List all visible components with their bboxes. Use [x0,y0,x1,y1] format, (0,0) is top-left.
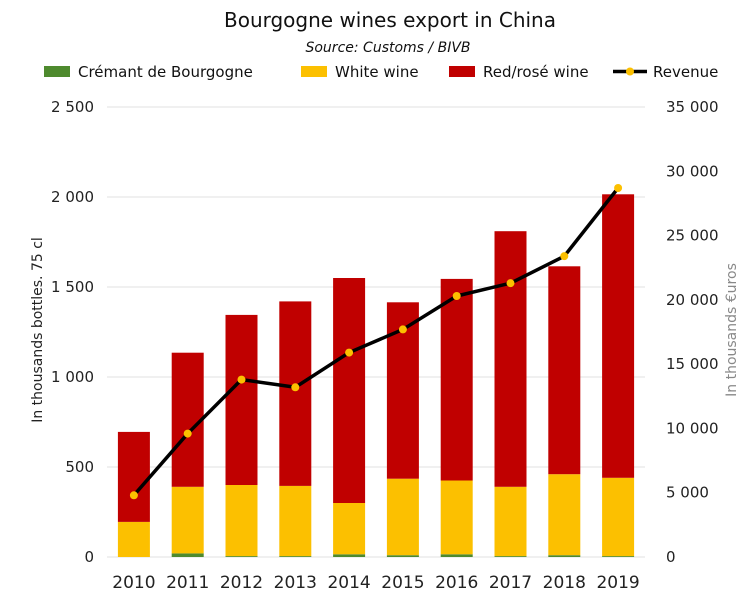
bar-segment [117,431,150,522]
bar-segment [602,194,635,478]
legend-swatch [44,66,70,77]
y-tick-label: 1 500 [51,278,94,296]
bar-segment [225,556,258,557]
bar-segment [117,521,150,557]
revenue-point [183,429,192,438]
bar-segment [386,555,419,557]
bar-segment [440,480,473,555]
legend-swatch [301,66,327,77]
y2-tick-label: 15 000 [666,355,719,373]
x-tick-label: 2015 [381,573,424,593]
revenue-point [398,325,407,334]
bar-segment [171,486,204,554]
legend-item: White wine [301,63,419,81]
revenue-point [237,375,246,384]
bar-segment [386,478,419,556]
x-tick-label: 2018 [543,573,586,593]
y-tick-label: 2 500 [51,98,94,116]
legend-marker [626,67,634,76]
legend-label: White wine [335,63,419,81]
legend-item: Red/rosé wine [449,63,589,81]
bar-segment [333,503,366,555]
x-axis-ticks: 2010 2011 2012 2013 2014 2015 2016 2017 2018 2019 [112,573,639,593]
legend: Crémant de Bourgogne White wine Red/rosé w… [44,63,718,81]
revenue-point [452,292,461,300]
bar-segment [548,474,581,556]
y-tick-label: 2 000 [51,188,94,206]
bars [117,194,635,557]
y2-axis-ticks: 0 5 000 10 000 15 000 20 000 25 000 30 000 35 0… [666,98,719,566]
x-tick-label: 2019 [596,573,639,593]
bar-segment [225,314,258,485]
revenue-point [291,383,300,392]
legend-label: Red/rosé wine [483,63,589,81]
chart-subtitle: Source: Customs / BIVB [305,40,470,56]
y2-tick-label: 35 000 [666,98,719,116]
y2-tick-label: 30 000 [666,162,719,180]
y-tick-label: 1 000 [51,368,94,386]
chart-title: Bourgogne wines export in China [224,8,556,32]
y2-tick-label: 5 000 [666,484,709,502]
y2-tick-label: 0 [666,548,676,566]
y2-tick-label: 25 000 [666,227,719,245]
x-tick-label: 2014 [327,573,370,593]
legend-label: Crémant de Bourgogne [78,63,253,81]
x-tick-label: 2013 [274,573,317,593]
x-tick-label: 2010 [112,573,155,593]
legend-label: Revenue [653,63,718,81]
bar-segment [548,266,581,475]
bar-segment [279,485,312,557]
bar-segment [440,554,473,557]
revenue-point [506,279,515,288]
bar-segment [333,278,366,503]
x-tick-label: 2016 [435,573,478,593]
y-tick-label: 0 [84,548,94,566]
x-tick-label: 2012 [220,573,263,593]
y2-axis-label: In thousands €uros [724,263,740,397]
y-axis-ticks: 0 500 1 000 1 500 2 000 2 500 [51,98,94,566]
bar-segment [279,301,312,486]
bar-segment [602,477,635,557]
legend-item: Crémant de Bourgogne [44,63,253,81]
y-tick-label: 500 [65,458,94,476]
legend-swatch [449,66,475,77]
revenue-line [132,186,620,497]
bar-segment [171,553,204,557]
revenue-point [345,348,354,357]
legend-item: Revenue [613,63,718,81]
bar-segment [225,485,258,557]
bar-segment [602,556,635,557]
bar-segment [333,554,366,557]
revenue-point [614,184,623,192]
bar-segment [494,556,527,557]
bar-segment [171,352,204,487]
y2-tick-label: 20 000 [666,291,719,309]
bar-segment [548,555,581,557]
bar-segment [279,556,312,557]
bar-segment [440,278,473,481]
revenue-point [129,491,138,500]
y2-tick-label: 10 000 [666,419,719,437]
revenue-line-group [129,184,623,500]
bar-segment [494,486,527,557]
revenue-point [560,252,569,261]
x-tick-label: 2017 [489,573,532,593]
y-axis-label: In thousands bottles. 75 cl [30,237,46,423]
x-tick-label: 2011 [166,573,209,593]
bar-segment [494,231,527,487]
